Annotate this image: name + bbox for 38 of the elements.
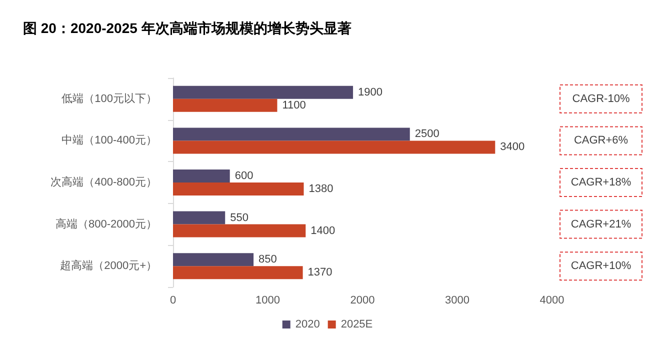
data-label: 1370 [308, 266, 332, 279]
bar [173, 86, 354, 99]
x-tick-label: 1000 [256, 294, 280, 306]
text: CAGR+10% [570, 260, 632, 272]
text: CAGR+21% [570, 218, 632, 230]
bar [173, 128, 410, 141]
y-tick-label: 超高端（2000元+） [60, 259, 157, 272]
legend-label: 2020 [295, 318, 320, 330]
data-label: 2500 [414, 128, 440, 140]
y-tick-label: 中端（100-400元） [62, 134, 157, 147]
bar [173, 140, 496, 154]
bar [173, 266, 303, 280]
data-label: 1100 [282, 99, 306, 112]
y-tick-label: 次高端（400-800元） [50, 176, 157, 188]
text: CAGR+6% [574, 134, 628, 147]
bar [173, 182, 304, 196]
x-tick-label: 4000 [540, 294, 564, 306]
y-tick-label: 高端（800-2000元） [56, 217, 157, 230]
data-label: 600 [234, 170, 254, 182]
text: CAGR-10% [572, 92, 630, 105]
bar [173, 224, 306, 238]
bar [173, 98, 278, 112]
data-label: 1380 [308, 183, 334, 195]
x-tick-label: 0 [170, 294, 176, 306]
data-label: 1400 [310, 224, 336, 237]
legend-label: 2025E [340, 318, 373, 330]
bar [173, 253, 254, 266]
x-tick-label: 2000 [350, 294, 375, 306]
bar [173, 170, 230, 182]
y-tick-label: 低端（100元以下） [62, 92, 157, 105]
data-label: 550 [230, 212, 248, 224]
data-label: 1900 [358, 86, 383, 98]
data-label: 3400 [500, 141, 525, 154]
chart-title: 图 20：2020-2025 年次高端市场规模的增长势头显著 [23, 20, 352, 36]
data-label: 850 [258, 254, 277, 266]
x-tick-label: 3000 [445, 294, 470, 306]
text: CAGR+18% [570, 176, 632, 188]
bar [173, 211, 226, 224]
